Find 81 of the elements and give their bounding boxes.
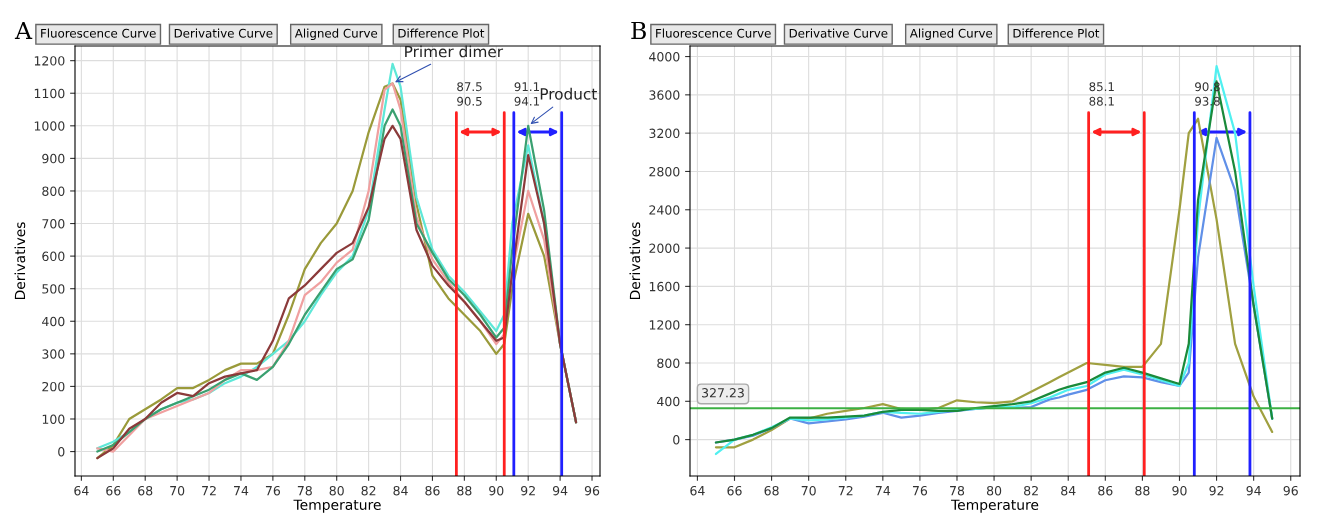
- y-tick-label: 300: [42, 349, 65, 359]
- chart-title: B: [631, 21, 646, 40]
- x-tick-label: 66: [106, 485, 121, 496]
- y-tick-label: 1200: [34, 56, 65, 66]
- x-tick-label: 72: [838, 485, 853, 496]
- y-tick-label: 800: [42, 186, 65, 196]
- x-tick-label: 80: [329, 485, 344, 496]
- x-tick-label: 82: [361, 485, 376, 496]
- y-tick-label: 400: [657, 396, 680, 407]
- y-tick-label: 200: [42, 381, 65, 392]
- ref-line-label: 90.5: [457, 96, 482, 106]
- ref-line-label: 85.1: [1089, 82, 1114, 92]
- text: Aligned Curve: [909, 28, 993, 40]
- text: Difference Plot: [1013, 28, 1100, 38]
- x-tick-label: 84: [393, 485, 408, 496]
- y-tick-label: 3200: [649, 128, 680, 139]
- x-tick-label: 92: [1209, 485, 1224, 496]
- text: Fluorescence Curve: [41, 28, 156, 38]
- x-tick-label: 82: [1024, 485, 1038, 496]
- y-tick-label: 400: [42, 316, 65, 327]
- x-axis-title: Temperature: [950, 499, 1039, 513]
- y-tick-label: 800: [657, 358, 680, 368]
- x-tick-label: 96: [584, 485, 600, 496]
- ref-line-label: 94.1: [514, 96, 540, 106]
- x-tick-label: 96: [1283, 485, 1298, 496]
- x-tick-label: 76: [912, 485, 928, 496]
- y-tick-label: 100: [42, 414, 65, 424]
- y-tick-label: 900: [42, 153, 65, 164]
- text: Aligned Curve: [294, 28, 378, 40]
- x-tick-label: 64: [690, 485, 705, 496]
- x-tick-label: 92: [521, 485, 535, 496]
- y-tick-label: 0: [673, 435, 680, 445]
- x-tick-label: 80: [986, 485, 1002, 496]
- x-tick-label: 90: [1172, 485, 1187, 496]
- y-tick-label: 2800: [649, 166, 680, 177]
- ref-line-label: 327.23: [702, 388, 744, 398]
- y-tick-label: 3600: [649, 90, 680, 100]
- x-tick-label: 90: [489, 485, 504, 496]
- x-tick-label: 70: [801, 485, 816, 496]
- x-tick-label: 68: [138, 485, 153, 496]
- x-tick-label: 64: [74, 485, 89, 496]
- y-tick-label: 500: [42, 284, 65, 294]
- ref-line-label: 87.5: [457, 82, 482, 92]
- y-tick-label: 1000: [34, 121, 65, 131]
- ref-line-label: 91.1: [514, 82, 540, 92]
- x-tick-label: 88: [457, 485, 472, 496]
- y-tick-label: 2000: [649, 243, 680, 253]
- y-tick-label: 700: [42, 219, 65, 229]
- x-tick-label: 70: [170, 485, 185, 496]
- text: Difference Plot: [398, 28, 485, 38]
- x-tick-label: 72: [202, 485, 216, 496]
- y-axis-title: Derivatives: [14, 222, 26, 300]
- annotation: Primer dimer: [405, 45, 504, 58]
- text: Derivative Curve: [789, 28, 888, 38]
- chart-title: A: [14, 21, 33, 40]
- x-tick-label: 78: [297, 485, 312, 496]
- text: Fluorescence Curve: [656, 28, 771, 38]
- y-tick-label: 1600: [649, 281, 680, 292]
- ref-line-label: 88.1: [1089, 96, 1114, 106]
- text: Derivative Curve: [174, 28, 273, 38]
- x-axis-title: Temperature: [293, 499, 381, 513]
- y-tick-label: 1200: [649, 320, 680, 330]
- x-tick-label: 88: [1135, 485, 1150, 496]
- y-tick-label: 2400: [649, 205, 680, 215]
- x-tick-label: 76: [265, 485, 281, 496]
- x-tick-label: 66: [727, 485, 742, 496]
- x-tick-label: 86: [425, 485, 440, 496]
- y-tick-label: 600: [42, 251, 65, 262]
- x-tick-label: 78: [950, 485, 965, 496]
- y-tick-label: 1100: [34, 88, 65, 99]
- annotation: Product: [540, 87, 597, 100]
- y-tick-label: 0: [58, 447, 65, 457]
- x-tick-label: 68: [764, 485, 779, 496]
- x-tick-label: 84: [1061, 485, 1076, 496]
- x-tick-label: 86: [1098, 485, 1113, 496]
- x-tick-label: 74: [875, 486, 891, 496]
- y-tick-label: 4000: [649, 52, 680, 62]
- x-tick-label: 94: [552, 485, 568, 496]
- y-axis-title: Derivatives: [629, 222, 641, 300]
- x-tick-label: 94: [1246, 485, 1261, 496]
- x-tick-label: 74: [234, 486, 249, 496]
